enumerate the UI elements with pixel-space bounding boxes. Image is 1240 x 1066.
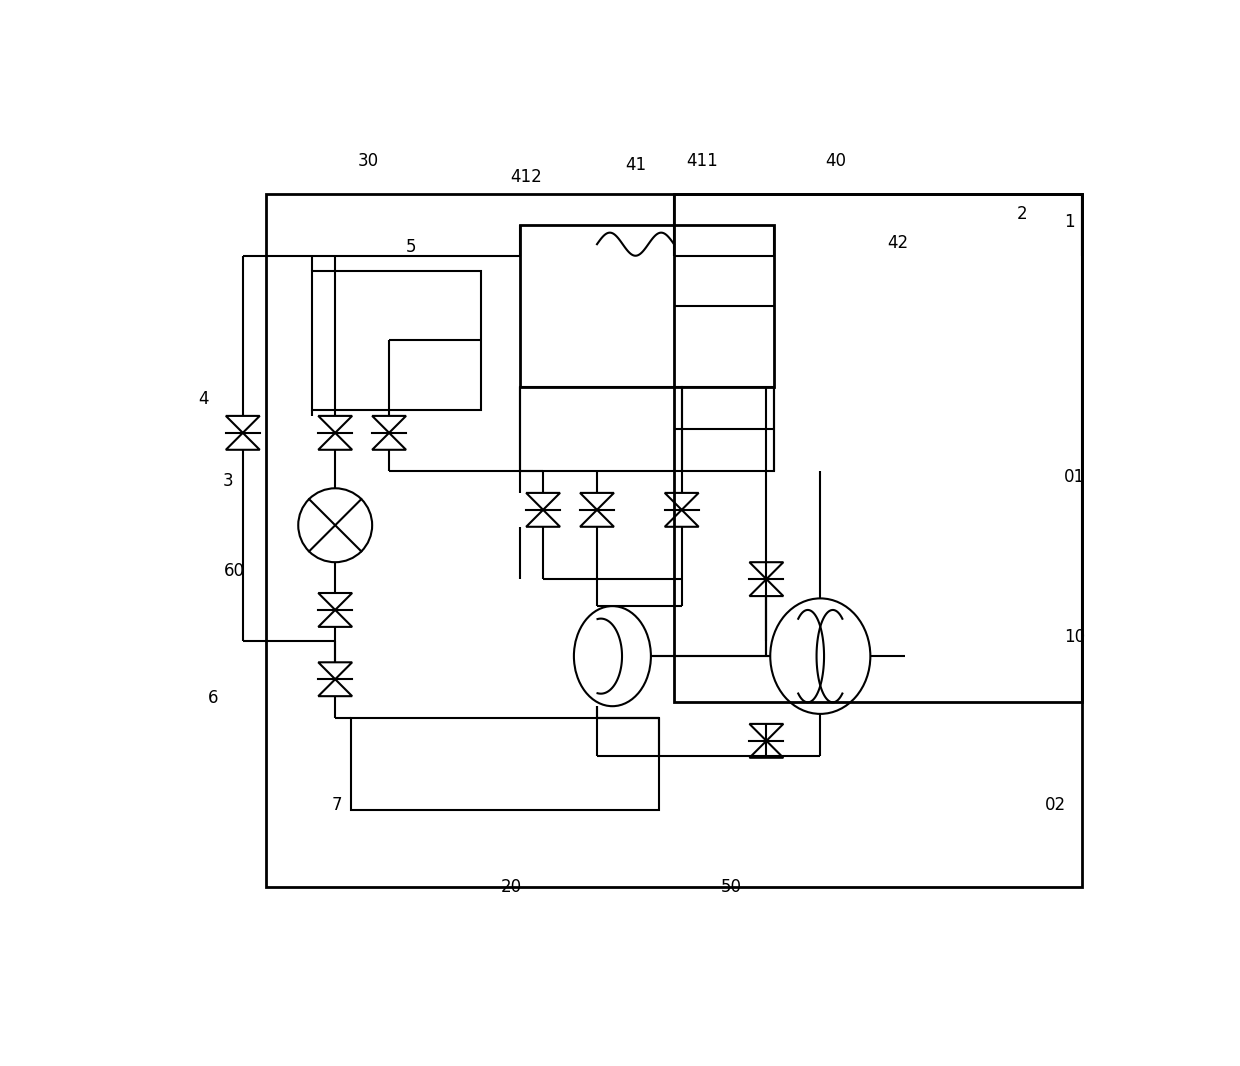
Bar — [520, 387, 682, 471]
Text: 5: 5 — [405, 238, 417, 256]
Text: 02: 02 — [1045, 796, 1066, 814]
Text: 7: 7 — [331, 796, 342, 814]
Text: 1: 1 — [1065, 213, 1075, 231]
Text: 20: 20 — [501, 878, 522, 897]
Text: 411: 411 — [687, 151, 718, 169]
Text: 01: 01 — [1064, 468, 1085, 486]
Text: 40: 40 — [826, 151, 847, 169]
Bar — [265, 194, 1083, 887]
Bar — [682, 387, 774, 471]
Text: 60: 60 — [224, 562, 246, 580]
Text: 30: 30 — [357, 151, 378, 169]
Text: 41: 41 — [625, 156, 646, 174]
Text: 6: 6 — [208, 690, 218, 708]
Text: 50: 50 — [720, 878, 742, 897]
Text: 412: 412 — [510, 168, 542, 187]
Bar — [675, 194, 1083, 702]
Bar — [312, 271, 481, 409]
Text: 10: 10 — [1064, 628, 1085, 646]
Text: 3: 3 — [222, 472, 233, 490]
Text: 4: 4 — [198, 390, 210, 408]
Bar — [351, 717, 658, 810]
Text: 2: 2 — [1017, 205, 1028, 223]
Text: 42: 42 — [888, 233, 909, 252]
Bar — [520, 225, 774, 387]
